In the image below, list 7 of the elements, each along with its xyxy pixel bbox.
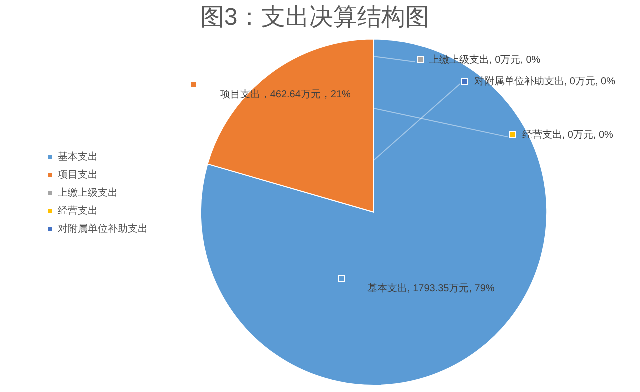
legend-label: 上缴上级支出 (58, 186, 118, 199)
legend-label: 基本支出 (58, 150, 98, 163)
legend-label: 对附属单位补助支出 (58, 222, 148, 235)
data-label: 基本支出, 1793.35万元, 79% (368, 282, 495, 294)
chart-title: 图3：支出决算结构图 (200, 4, 430, 32)
legend-label: 项目支出 (58, 168, 98, 181)
legend-label: 经营支出 (58, 204, 98, 217)
